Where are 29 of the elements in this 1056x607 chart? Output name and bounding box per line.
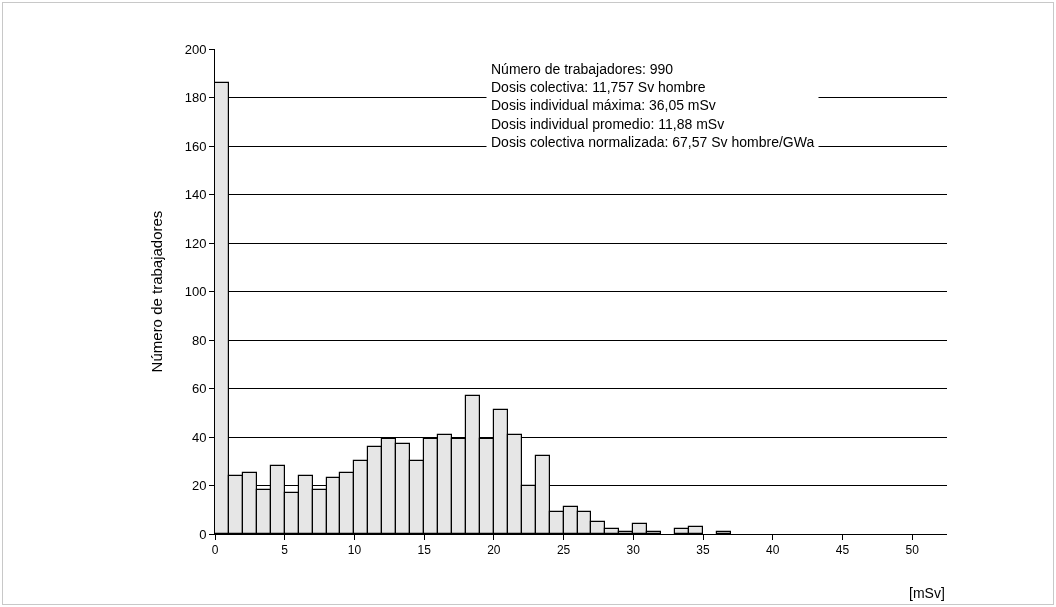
x-tick-label: 40 — [766, 543, 780, 558]
x-axis-title: [mSv] — [909, 585, 945, 601]
y-tick-label: 120 — [184, 235, 207, 251]
x-tick-label: 10 — [347, 543, 362, 558]
y-axis-title: Número de trabajadores — [147, 210, 165, 373]
annotation: Dosis colectiva: 11,757 Sv hombre — [491, 79, 706, 96]
y-tick-label: 180 — [184, 90, 207, 106]
x-tick-label: 15 — [417, 543, 432, 558]
x-tick-label: 50 — [905, 543, 920, 558]
y-tick-label: 0 — [199, 526, 207, 542]
y-tick-label: 140 — [184, 187, 207, 203]
y-tick-label: 200 — [184, 41, 207, 57]
x-tick-label: 20 — [487, 543, 501, 558]
x-tick-label: 30 — [626, 543, 641, 558]
y-tick-label: 100 — [184, 284, 207, 300]
x-tick-label: 5 — [281, 543, 289, 558]
x-tick-label: 0 — [211, 543, 219, 558]
y-tick-label: 60 — [191, 381, 207, 397]
x-tick-label: 35 — [696, 543, 710, 558]
y-tick-label: 40 — [191, 429, 207, 445]
annotation: Dosis individual máxima: 36,05 mSv — [491, 97, 716, 114]
x-tick-label: 25 — [556, 543, 571, 558]
annotation: Número de trabajadores: 990 — [491, 61, 674, 77]
y-tick-label: 20 — [191, 478, 207, 494]
annotation: Dosis individual promedio: 11,88 mSv — [491, 115, 725, 132]
y-tick-label: 160 — [184, 138, 207, 154]
y-tick-label: 80 — [191, 332, 207, 348]
annotation: Dosis colectiva normalizada: 67,57 Sv hombre/GWa — [491, 133, 815, 150]
x-tick-label: 45 — [835, 543, 850, 558]
